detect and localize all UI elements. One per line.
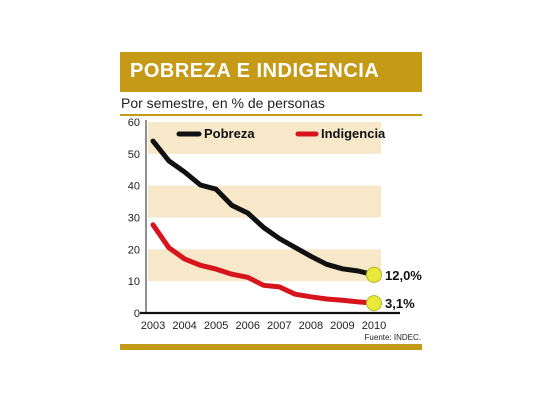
background-bands xyxy=(148,122,381,282)
title-bar: POBREZA E INDIGENCIA xyxy=(120,52,422,92)
legend: Pobreza Indigencia xyxy=(176,126,386,141)
chart-title: POBREZA E INDIGENCIA xyxy=(130,60,380,82)
end-markers: 12,0% 3,1% xyxy=(366,266,422,312)
x-tick-2007: 2007 xyxy=(267,320,291,332)
x-tick-2006: 2006 xyxy=(235,320,259,332)
x-tick-2008: 2008 xyxy=(299,320,323,332)
x-tick-2004: 2004 xyxy=(172,320,196,332)
x-tick-2005: 2005 xyxy=(204,320,228,332)
legend-label-pobreza: Pobreza xyxy=(204,126,255,141)
x-tick-2010: 2010 xyxy=(362,320,386,332)
band-50-60 xyxy=(148,122,381,154)
endpoint-marker-indigencia xyxy=(366,295,382,312)
x-tick-labels: 2003 2004 2005 2006 2007 2008 2009 2010 xyxy=(141,320,386,332)
legend-label-indigencia: Indigencia xyxy=(321,126,386,141)
endpoint-label-pobreza: 12,0% xyxy=(385,268,422,283)
series-lines xyxy=(150,138,377,306)
source-note: Fuente: INDEC. xyxy=(365,333,421,342)
y-tick-60: 60 xyxy=(128,117,140,129)
y-tick-0: 0 xyxy=(134,308,140,320)
y-tick-labels: 0 10 20 30 40 50 60 xyxy=(128,117,140,320)
subtitle-divider xyxy=(120,114,422,116)
series-line-pobreza xyxy=(150,138,377,278)
y-tick-40: 40 xyxy=(128,181,140,193)
endpoint-marker-pobreza xyxy=(366,266,382,283)
chart-subtitle: Por semestre, en % de personas xyxy=(121,95,325,111)
band-30-40 xyxy=(148,185,381,218)
x-tick-2003: 2003 xyxy=(141,320,165,332)
bottom-divider xyxy=(120,344,422,350)
axes xyxy=(140,120,400,315)
y-tick-10: 10 xyxy=(128,276,140,288)
y-tick-20: 20 xyxy=(128,244,140,256)
band-10-20 xyxy=(148,249,381,282)
series-line-indigencia xyxy=(150,222,377,306)
y-tick-50: 50 xyxy=(128,149,140,161)
x-tick-2009: 2009 xyxy=(330,320,354,332)
endpoint-label-indigencia: 3,1% xyxy=(385,296,415,311)
y-tick-30: 30 xyxy=(128,213,140,225)
